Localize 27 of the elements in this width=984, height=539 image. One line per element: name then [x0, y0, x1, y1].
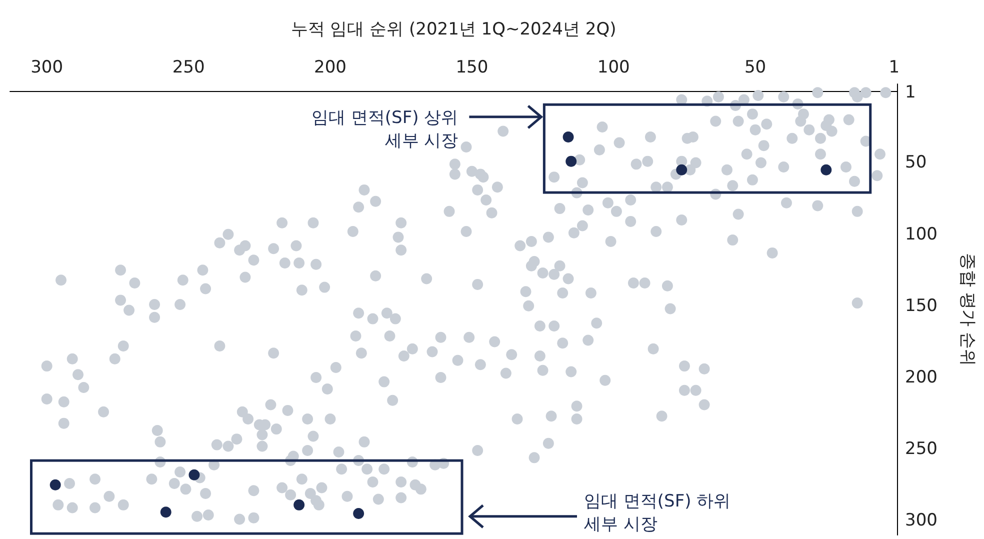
x-tick-label: 1: [888, 58, 900, 78]
y-tick-label: 200: [905, 368, 938, 388]
point: [566, 156, 577, 167]
point: [562, 131, 574, 142]
x-axis-title: 누적 임대 순위 (2021년 1Q~2024년 2Q): [290, 20, 616, 40]
y-axis-title: 종합 평가 순위: [958, 253, 978, 366]
point: [50, 479, 61, 490]
point: [160, 506, 172, 518]
x-tick-label: 300: [30, 58, 64, 78]
point: [188, 469, 200, 480]
y-tick-label: 150: [905, 296, 938, 316]
y-tick-label: 300: [905, 510, 938, 531]
point: [353, 508, 364, 520]
point: [294, 499, 305, 510]
x-tick-label: 100: [597, 58, 630, 78]
x-tick-label: 50: [744, 58, 766, 78]
y-tick-label: 100: [905, 224, 938, 244]
y-tick-label: 250: [905, 439, 938, 460]
annotation: 임대 면적(SF) 상위 세부 시장: [312, 108, 458, 151]
annotation: 임대 면적(SF) 하위 세부 시장: [584, 491, 731, 534]
point: [676, 164, 688, 176]
point: [820, 164, 832, 176]
y-tick-label: 1: [905, 82, 916, 103]
x-tick-label: 150: [456, 58, 488, 78]
y-tick-label: 50: [905, 152, 927, 173]
x-tick-label: 200: [314, 58, 346, 78]
x-tick-label: 250: [172, 58, 205, 78]
